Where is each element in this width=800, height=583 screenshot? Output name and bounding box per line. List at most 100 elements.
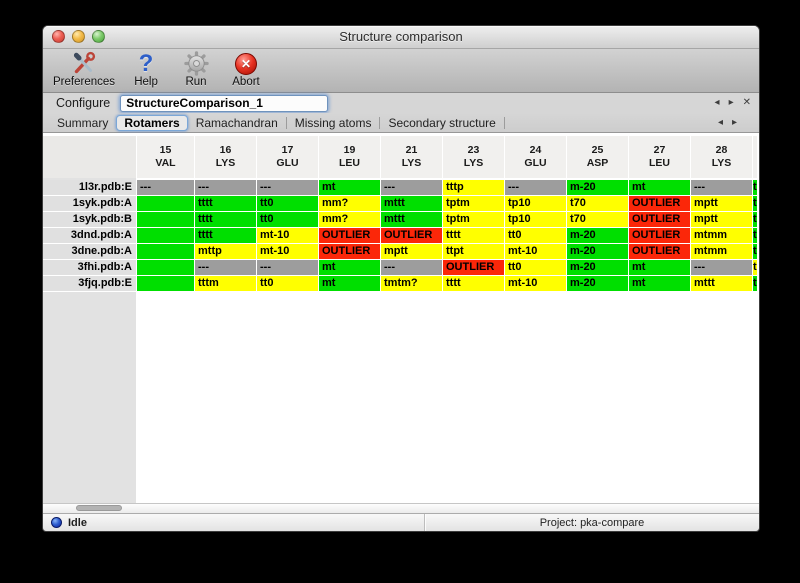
- rotamer-cell[interactable]: OUTLIER: [629, 212, 690, 227]
- rotamer-cell[interactable]: mttp: [195, 244, 256, 259]
- rotamer-cell[interactable]: mt-10: [505, 244, 566, 259]
- rotamer-cell[interactable]: tt0: [505, 260, 566, 275]
- rotamer-cell[interactable]: tptm: [443, 212, 504, 227]
- rotamer-cell[interactable]: ---: [257, 260, 318, 275]
- rotamer-cell[interactable]: mt: [629, 260, 690, 275]
- toolbar-run-button[interactable]: Run: [177, 51, 215, 88]
- toolbar-abort-button[interactable]: ✕ Abort: [227, 51, 265, 88]
- rotamer-cell[interactable]: OUTLIER: [629, 244, 690, 259]
- rotamer-cell[interactable]: mm?: [319, 196, 380, 211]
- tab-secondary-structure[interactable]: Secondary structure: [388, 115, 496, 130]
- rotamer-cell[interactable]: ---: [505, 180, 566, 195]
- rotamer-cell[interactable]: OUTLIER: [319, 244, 380, 259]
- rotamer-cell[interactable]: tttt: [443, 276, 504, 291]
- scroll-tabs-left-icon[interactable]: ◂: [717, 116, 723, 128]
- rotamer-cell[interactable]: mttt: [381, 212, 442, 227]
- rotamer-cell[interactable]: m-20: [567, 180, 628, 195]
- rotamer-cell[interactable]: t70: [567, 196, 628, 211]
- toolbar-button-label: Preferences: [53, 76, 116, 88]
- horizontal-scrollbar[interactable]: [43, 503, 759, 513]
- rotamer-cell-partial[interactable]: t: [753, 180, 757, 195]
- rotamer-cell[interactable]: tt0: [505, 228, 566, 243]
- tab-missing-atoms[interactable]: Missing atoms: [294, 115, 372, 130]
- rotamer-cell[interactable]: tt0: [257, 196, 318, 211]
- rotamer-cell[interactable]: t: [137, 276, 194, 291]
- rotamer-cell[interactable]: ---: [381, 180, 442, 195]
- scroll-tabs-right-icon[interactable]: ▸: [731, 116, 737, 128]
- rotamer-cell[interactable]: t: [137, 212, 194, 227]
- rotamer-cell[interactable]: t70: [567, 212, 628, 227]
- rotamer-cell[interactable]: mtmm: [691, 228, 752, 243]
- rotamer-cell[interactable]: tmtm?: [381, 276, 442, 291]
- rotamer-cell[interactable]: mt: [319, 180, 380, 195]
- rotamer-cell[interactable]: OUTLIER: [629, 228, 690, 243]
- rotamer-cell-partial[interactable]: t: [753, 276, 757, 291]
- rotamer-cell[interactable]: mtmm: [691, 244, 752, 259]
- configure-name-input[interactable]: [120, 94, 329, 112]
- rotamer-cell[interactable]: t: [137, 228, 194, 243]
- rotamer-cell[interactable]: ---: [257, 180, 318, 195]
- rotamer-cell[interactable]: tttt: [443, 228, 504, 243]
- rotamer-cell-partial[interactable]: t: [753, 228, 757, 243]
- next-config-icon[interactable]: ▸: [728, 97, 734, 108]
- rotamer-cell-partial[interactable]: t: [753, 196, 757, 211]
- rotamer-cell[interactable]: m-20: [567, 276, 628, 291]
- rotamer-cell[interactable]: tptm: [443, 196, 504, 211]
- rotamer-cell[interactable]: t: [137, 196, 194, 211]
- rotamer-cell[interactable]: tttt: [195, 212, 256, 227]
- rotamer-cell-partial[interactable]: t: [753, 212, 757, 227]
- toolbar-preferences-button[interactable]: Preferences: [53, 51, 115, 88]
- rotamer-cell[interactable]: mt-10: [257, 244, 318, 259]
- rotamer-cell-partial[interactable]: t: [753, 260, 757, 275]
- rotamer-cell[interactable]: tp10: [505, 196, 566, 211]
- tab-ramachandran[interactable]: Ramachandran: [195, 115, 278, 130]
- rotamer-cell[interactable]: mt: [629, 180, 690, 195]
- rotamer-cell[interactable]: ---: [137, 180, 194, 195]
- rotamer-cell[interactable]: mt-10: [257, 228, 318, 243]
- rotamer-cell[interactable]: m-20: [567, 244, 628, 259]
- rotamer-cell[interactable]: m-20: [567, 260, 628, 275]
- close-config-icon[interactable]: ✕: [742, 97, 751, 108]
- rotamer-cell[interactable]: tttm: [195, 276, 256, 291]
- rotamer-cell[interactable]: OUTLIER: [443, 260, 504, 275]
- tab-rotamers[interactable]: Rotamers: [116, 114, 188, 131]
- rotamer-cell[interactable]: ---: [691, 260, 752, 275]
- rotamer-cell[interactable]: tttt: [195, 228, 256, 243]
- rotamer-cell[interactable]: m-20: [567, 228, 628, 243]
- rotamer-cell[interactable]: tt0: [257, 276, 318, 291]
- rotamer-cell[interactable]: mptt: [381, 244, 442, 259]
- rotamer-cell[interactable]: OUTLIER: [629, 196, 690, 211]
- rotamer-cell[interactable]: mptt: [691, 196, 752, 211]
- rotamer-cell[interactable]: OUTLIER: [381, 228, 442, 243]
- rotamer-cell[interactable]: OUTLIER: [319, 228, 380, 243]
- rotamer-cell[interactable]: mm?: [319, 212, 380, 227]
- prev-config-icon[interactable]: ◂: [714, 97, 720, 108]
- toolbar-help-button[interactable]: ? Help: [127, 51, 165, 88]
- rotamer-cell[interactable]: tttp: [443, 180, 504, 195]
- rotamer-cell[interactable]: mt: [629, 276, 690, 291]
- rotamer-cell[interactable]: t: [137, 244, 194, 259]
- rotamer-cell[interactable]: ttpt: [443, 244, 504, 259]
- close-window-button[interactable]: [52, 30, 65, 43]
- horizontal-scrollbar-thumb[interactable]: [76, 505, 122, 511]
- rotamer-cell[interactable]: mttt: [381, 196, 442, 211]
- rotamer-cell[interactable]: ---: [195, 180, 256, 195]
- zoom-window-button[interactable]: [92, 30, 105, 43]
- rotamer-cell[interactable]: tt0: [257, 212, 318, 227]
- rotamer-cell[interactable]: mt: [319, 260, 380, 275]
- rotamer-cell[interactable]: mt: [319, 276, 380, 291]
- rotamer-cell[interactable]: mptt: [691, 212, 752, 227]
- rotamer-cell[interactable]: ---: [195, 260, 256, 275]
- rotamer-cell[interactable]: mttt: [691, 276, 752, 291]
- rotamer-cell[interactable]: ---: [381, 260, 442, 275]
- rotamer-cell[interactable]: tp10: [505, 212, 566, 227]
- tabs-nav: ◂ ▸: [718, 113, 737, 132]
- minimize-window-button[interactable]: [72, 30, 85, 43]
- rotamer-cell[interactable]: tttt: [195, 196, 256, 211]
- toolbar-button-label: Abort: [232, 76, 260, 88]
- rotamer-cell[interactable]: mt-10: [505, 276, 566, 291]
- rotamer-cell[interactable]: t: [137, 260, 194, 275]
- rotamer-cell-partial[interactable]: t: [753, 244, 757, 259]
- rotamer-cell[interactable]: ---: [691, 180, 752, 195]
- tab-summary[interactable]: Summary: [57, 115, 109, 130]
